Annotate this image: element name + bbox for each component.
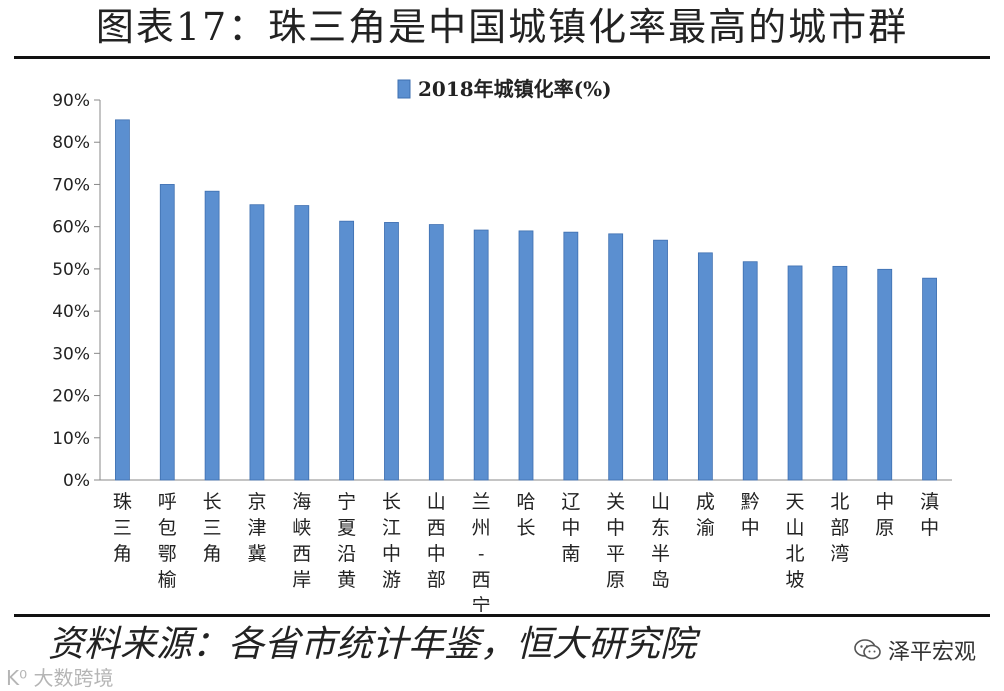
y-tick-label: 0% [63,471,90,491]
bar [922,277,937,481]
top-rule [14,56,990,59]
x-tick-label: 长江中游 [382,491,401,591]
brand-mark: 泽平宏观 [854,634,976,666]
y-tick-label: 50% [52,260,90,280]
x-tick-label: 哈长 [516,491,535,539]
bar [518,230,534,481]
x-tick-label: 成渝 [696,491,715,539]
bar [339,220,355,481]
x-tick-label: 珠三角 [113,491,132,565]
bar [563,231,579,481]
bar [294,205,310,481]
bar [384,222,399,481]
y-tick-label: 90% [52,91,90,111]
x-tick-label: 呼包鄂榆 [158,491,177,591]
figure-title: 图表17：珠三角是中国城镇化率最高的城市群 [95,5,909,49]
x-tick-label: 天山北坡 [786,491,805,591]
x-tick-label: 长三角 [203,491,222,565]
bar [115,119,130,481]
x-tick-label: 关中平原 [606,491,625,591]
legend-swatch [397,79,411,99]
x-tick-label: 兰州-西宁 [472,491,491,612]
x-tick-label: 山东半岛 [651,491,670,591]
bar [473,229,489,481]
y-tick-label: 20% [52,387,90,407]
x-tick-label: 山西中部 [427,491,446,591]
wechat-icon [854,639,881,660]
chart-legend: 2018年城镇化率(%) [397,77,612,101]
bar [653,239,668,481]
bar [742,261,758,481]
bars [115,119,937,481]
bottom-rule [14,614,990,617]
x-tick-label: 京津冀 [247,491,266,565]
x-tick-label: 辽中南 [561,491,580,565]
bar [428,224,444,481]
brand-name: 泽平宏观 [887,640,976,665]
x-tick-label: 海峡西岸 [292,491,311,591]
x-axis-labels: 珠三角 呼包鄂榆 长三角 京津冀 海峡西岸 宁夏沿黄 长江中游 山西中部 兰州-西宁 哈长 辽中南 关… [113,491,939,612]
bar-chart: 2018年城镇化率(%) 0% 10% 20% 30% 40% 50% 60% 70% 80% 9… [52,77,952,612]
x-tick-label: 黔中 [741,491,760,539]
x-tick-label: 中原 [875,491,894,539]
legend-label: 2018年城镇化率(%) [418,77,612,101]
y-tick-label: 10% [52,429,90,449]
bar [697,252,713,481]
watermark: K⁰ 大数跨境 [6,666,114,690]
bar [787,265,803,481]
x-tick-label: 滇中 [920,491,939,539]
bar [877,268,893,481]
bar [159,184,175,481]
y-tick-label: 60% [52,218,90,238]
y-tick-label: 70% [52,175,90,195]
source-note: 资料来源：各省市统计年鉴，恒大研究院 [48,624,697,665]
bar [204,190,220,481]
y-tick-label: 30% [52,344,90,364]
bar [832,265,848,481]
y-tick-label: 80% [52,133,90,153]
y-axis: 0% 10% 20% 30% 40% 50% 60% 70% 80% 90% [52,91,952,491]
bar [249,204,265,481]
y-tick-label: 40% [52,302,90,322]
x-tick-label: 北部湾 [830,491,849,565]
bar [608,233,624,481]
x-tick-label: 宁夏沿黄 [337,491,356,591]
